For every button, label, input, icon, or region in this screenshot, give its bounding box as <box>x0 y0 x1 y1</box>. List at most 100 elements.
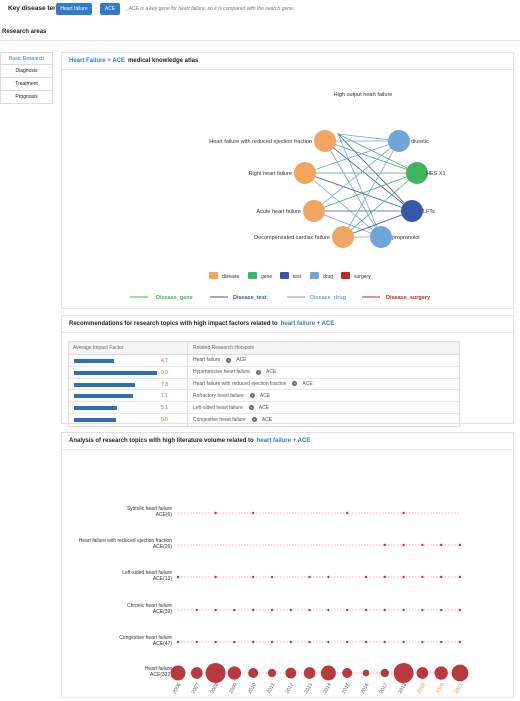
disease-term-pill[interactable]: Heart failure <box>56 3 92 15</box>
table-row[interactable]: 4.7 Heart failure + ACE <box>69 355 459 367</box>
data-point[interactable] <box>346 511 349 515</box>
x-tick-label: 2006 <box>172 682 183 695</box>
data-point[interactable] <box>440 608 443 612</box>
data-point[interactable] <box>327 640 330 644</box>
data-point[interactable] <box>170 665 186 681</box>
data-point[interactable] <box>248 668 259 678</box>
node-lfts[interactable] <box>401 200 423 222</box>
data-point[interactable] <box>440 575 443 579</box>
gene-term-pill[interactable]: ACE <box>100 3 120 15</box>
table-row[interactable]: 9.9 Hypertensive heart failure + ACE <box>69 366 459 379</box>
data-point[interactable] <box>270 640 274 644</box>
data-point[interactable] <box>285 667 297 679</box>
data-point[interactable] <box>421 543 424 547</box>
data-point[interactable] <box>458 640 462 644</box>
x-tick-label: 2018 <box>397 682 408 695</box>
data-point[interactable] <box>380 668 389 678</box>
node-label: LFTs <box>423 209 435 215</box>
data-point[interactable] <box>402 511 405 515</box>
data-point[interactable] <box>402 575 405 579</box>
node-diuretic[interactable] <box>388 130 410 152</box>
data-point[interactable] <box>252 640 255 644</box>
data-point[interactable] <box>458 608 462 612</box>
data-point[interactable] <box>227 666 242 680</box>
data-point[interactable] <box>421 640 424 644</box>
data-point[interactable] <box>289 608 292 612</box>
node-propranolol[interactable] <box>370 226 392 248</box>
x-tick-label: 2019 <box>416 682 427 695</box>
sidebar-item-prognosis[interactable]: Prognosis <box>0 91 53 104</box>
x-tick-label: 2011 <box>266 682 277 695</box>
graph-edge <box>313 210 382 238</box>
data-point[interactable] <box>346 640 349 644</box>
data-point[interactable] <box>320 665 336 681</box>
data-point[interactable] <box>346 608 349 612</box>
data-point[interactable] <box>195 640 198 644</box>
data-point[interactable] <box>252 575 255 579</box>
data-point[interactable] <box>233 640 236 644</box>
data-point[interactable] <box>440 640 443 644</box>
data-point[interactable] <box>303 667 316 679</box>
data-point[interactable] <box>195 608 198 612</box>
data-point[interactable] <box>214 575 217 579</box>
data-point[interactable] <box>214 511 217 515</box>
data-point[interactable] <box>176 575 180 579</box>
data-point[interactable] <box>383 575 386 579</box>
data-point[interactable] <box>190 667 203 679</box>
data-point[interactable] <box>308 575 311 579</box>
data-point[interactable] <box>289 640 292 644</box>
table-row[interactable]: 7.1 Refractory heart failure + ACE <box>69 390 459 403</box>
data-point[interactable] <box>233 608 236 612</box>
data-point[interactable] <box>434 666 448 680</box>
node-right-heart-failure[interactable] <box>294 162 316 184</box>
data-point[interactable] <box>176 640 180 644</box>
data-point[interactable] <box>383 640 386 644</box>
data-point[interactable] <box>252 511 255 515</box>
table-row[interactable]: 5.1 Left-sided heart failure + ACE <box>69 402 459 414</box>
data-point[interactable] <box>440 543 443 547</box>
data-point[interactable] <box>402 608 405 612</box>
node-hesx1[interactable] <box>406 162 428 184</box>
data-point[interactable] <box>458 543 462 547</box>
link-label: Disease_drug <box>310 295 346 301</box>
node-decompensated-cardiac-failure[interactable] <box>332 226 354 248</box>
impact-cell: 7.3 <box>69 378 188 390</box>
literature-title-highlight: heart failure + ACE <box>256 438 311 444</box>
data-point[interactable] <box>205 663 226 683</box>
data-point[interactable] <box>270 608 274 612</box>
data-point[interactable] <box>402 640 405 644</box>
data-point[interactable] <box>364 640 368 644</box>
data-point[interactable] <box>327 608 330 612</box>
data-point[interactable] <box>252 608 255 612</box>
node-high-output-heart-failure[interactable] <box>337 133 339 135</box>
data-point[interactable] <box>308 608 311 612</box>
data-point[interactable] <box>402 543 405 547</box>
table-row[interactable]: 7.3 Heart failure with reduced ejection f… <box>69 378 459 391</box>
node-label: HES X1 <box>426 171 446 177</box>
data-point[interactable] <box>270 575 274 579</box>
divider <box>0 40 520 41</box>
sidebar-item-diagnosis[interactable]: Diagnosis <box>0 65 53 78</box>
data-point[interactable] <box>214 640 217 644</box>
data-point[interactable] <box>267 668 277 678</box>
sidebar-item-basic-research[interactable]: Basic Research <box>0 52 53 65</box>
data-point[interactable] <box>214 608 217 612</box>
data-point[interactable] <box>383 608 386 612</box>
data-point[interactable] <box>421 608 424 612</box>
sidebar-item-treatment[interactable]: Treatment <box>0 78 53 91</box>
data-point[interactable] <box>383 543 386 547</box>
data-point[interactable] <box>342 668 353 678</box>
data-point[interactable] <box>421 575 424 579</box>
data-point[interactable] <box>458 575 462 579</box>
table-row[interactable]: 5.0 Congestive heart failure + ACE <box>69 413 459 426</box>
node-acute-heart-failure[interactable] <box>303 200 325 222</box>
data-point[interactable] <box>362 669 370 677</box>
node-hfref[interactable] <box>314 130 336 152</box>
data-point[interactable] <box>451 664 469 682</box>
data-point[interactable] <box>308 640 311 644</box>
data-point[interactable] <box>364 575 368 579</box>
data-point[interactable] <box>416 667 429 679</box>
data-point[interactable] <box>393 663 414 683</box>
data-point[interactable] <box>364 608 368 612</box>
data-point[interactable] <box>327 575 330 579</box>
